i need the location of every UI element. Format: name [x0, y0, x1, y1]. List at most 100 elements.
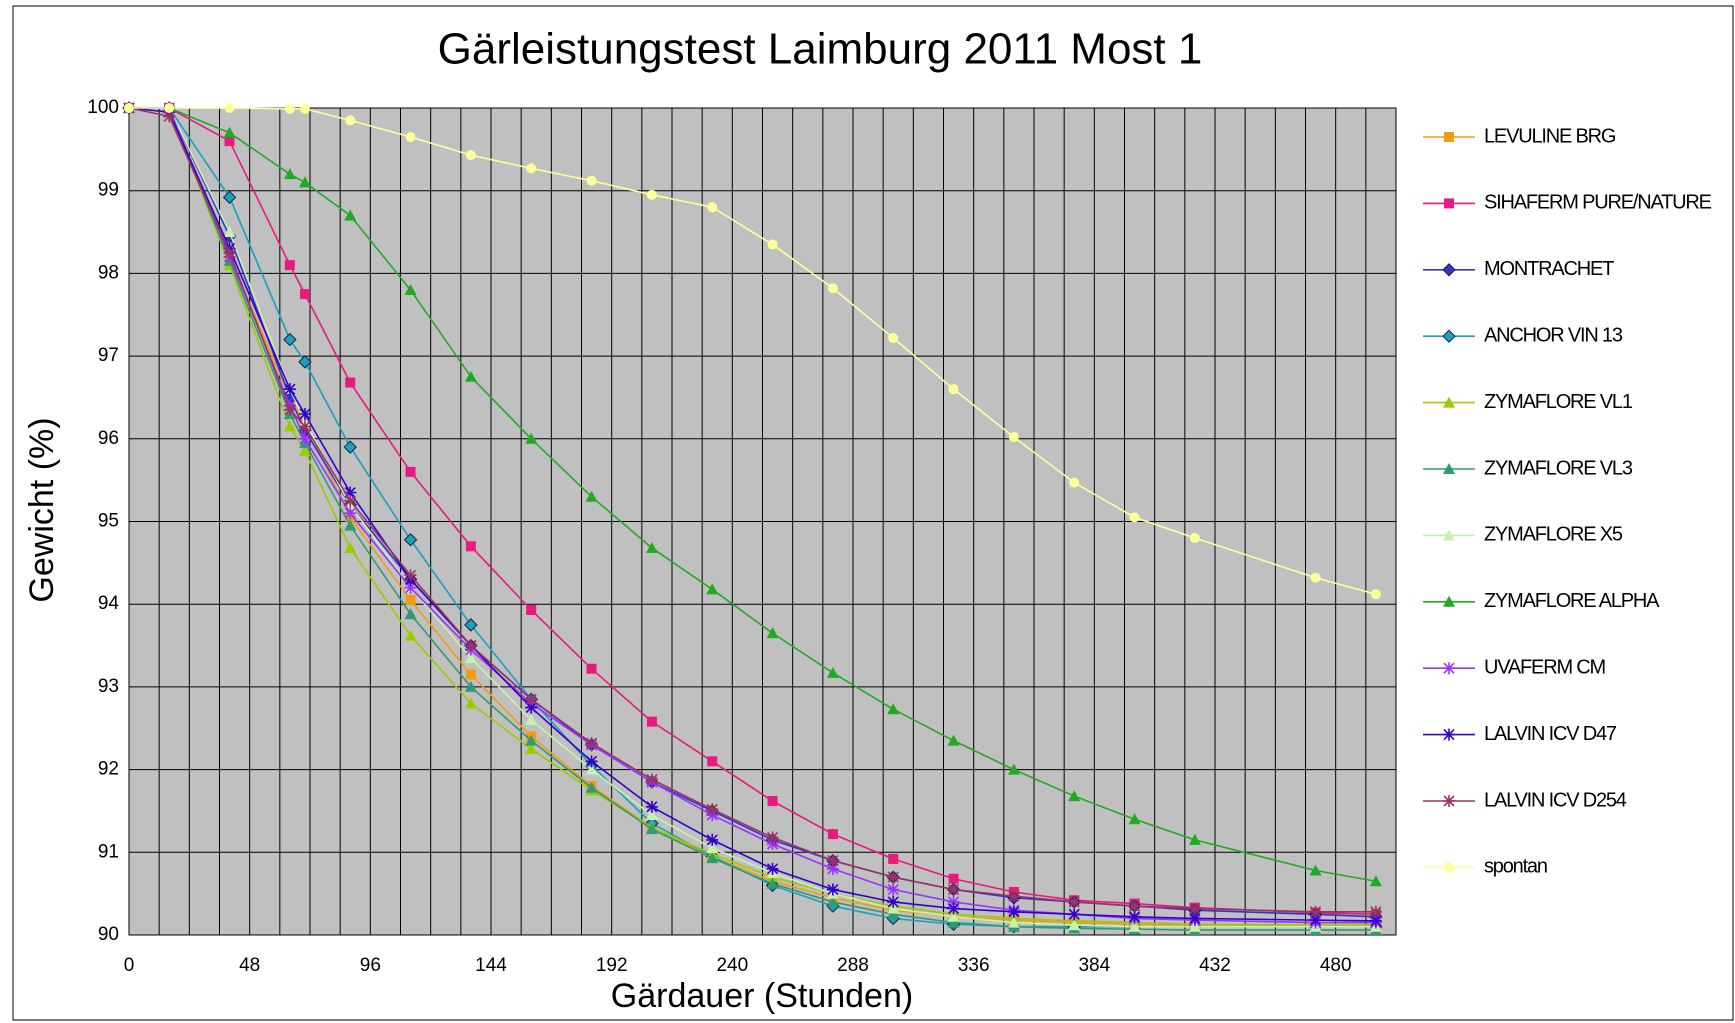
series — [124, 103, 1381, 600]
data-point — [405, 131, 416, 142]
series — [123, 102, 1382, 931]
data-point — [223, 126, 236, 138]
data-point — [887, 703, 900, 715]
x-tick-label: 192 — [596, 955, 628, 976]
data-point — [283, 403, 296, 416]
data-point — [645, 800, 658, 813]
data-point — [1188, 912, 1201, 925]
series-line — [129, 107, 1376, 931]
data-point — [298, 420, 311, 433]
data-point — [464, 370, 477, 382]
series-line — [129, 107, 1376, 926]
data-point — [888, 332, 899, 343]
legend-label: SIHAFERM PURE/NATURE — [1484, 192, 1712, 214]
data-point — [947, 734, 960, 746]
data-point — [404, 581, 417, 594]
data-point — [826, 895, 839, 907]
data-point — [283, 383, 296, 396]
data-point — [827, 829, 838, 840]
data-point — [163, 110, 176, 123]
data-point — [223, 226, 236, 238]
series — [123, 102, 1382, 918]
legend-label: ZYMAFLORE ALPHA — [1484, 590, 1660, 612]
data-point — [298, 432, 311, 445]
data-point — [404, 569, 417, 582]
data-point — [299, 103, 310, 114]
data-point — [1069, 477, 1080, 488]
data-point — [947, 883, 960, 896]
data-point — [948, 873, 959, 884]
data-point — [947, 902, 960, 915]
data-point — [1128, 910, 1141, 923]
x-tick-label: 144 — [475, 955, 507, 976]
y-tick-label: 97 — [98, 345, 119, 366]
data-point — [344, 519, 357, 531]
data-point — [1129, 512, 1140, 523]
data-point — [1369, 905, 1382, 918]
legend-label: ZYMAFLORE VL1 — [1484, 391, 1633, 413]
data-point — [948, 384, 959, 395]
y-tick-label: 100 — [87, 97, 119, 118]
data-point — [645, 823, 658, 835]
y-tick-label: 91 — [98, 841, 119, 862]
data-point — [404, 283, 417, 295]
data-point — [826, 666, 839, 678]
legend-label: LEVULINE BRG — [1484, 125, 1616, 147]
data-point — [947, 895, 960, 908]
data-point — [283, 420, 296, 432]
data-point — [887, 895, 900, 908]
legend-marker — [1443, 463, 1455, 474]
legend-marker — [1444, 862, 1454, 873]
data-point — [164, 103, 175, 113]
data-point — [1068, 908, 1081, 921]
legend-marker — [1443, 529, 1455, 541]
data-point — [1128, 813, 1141, 825]
legend-label: LALVIN ICV D254 — [1484, 789, 1627, 811]
data-point — [464, 680, 477, 692]
data-point — [887, 902, 900, 914]
x-tick-label: 240 — [716, 955, 748, 976]
data-point — [403, 532, 418, 547]
data-point — [345, 377, 356, 388]
x-axis-label: Gärdauer (Stunden) — [611, 977, 913, 1015]
x-tick-label: 384 — [1078, 955, 1110, 976]
data-point — [707, 202, 718, 213]
data-point — [706, 852, 719, 864]
series-line — [129, 107, 1377, 883]
x-tick-label: 288 — [837, 955, 869, 976]
x-tick-label: 480 — [1320, 955, 1352, 976]
data-point — [525, 432, 538, 444]
data-point — [464, 697, 477, 709]
y-tick-label: 96 — [98, 428, 119, 449]
legend-marker — [1443, 595, 1455, 607]
series-line — [129, 107, 1376, 916]
data-point — [284, 260, 295, 271]
y-tick-label: 98 — [98, 262, 119, 283]
legend-marker — [1442, 329, 1456, 343]
y-axis-label: Gewicht (%) — [23, 417, 61, 602]
series-line — [128, 107, 1376, 913]
data-point — [343, 440, 357, 454]
data-point — [298, 407, 311, 420]
chart-title: Gärleistungstest Laimburg 2011 Most 1 — [438, 25, 1203, 74]
data-point — [827, 283, 838, 294]
series-line — [129, 107, 1376, 924]
legend-label: ANCHOR VIN 13 — [1484, 324, 1623, 346]
data-point — [1189, 533, 1200, 544]
legend-marker — [1443, 795, 1455, 807]
data-point — [525, 713, 538, 725]
data-point — [706, 583, 719, 595]
data-point — [1128, 900, 1141, 913]
data-point — [1309, 914, 1322, 927]
data-point — [344, 507, 357, 520]
data-point — [1370, 589, 1381, 600]
data-point — [888, 853, 899, 864]
legend-label: ZYMAFLORE X5 — [1484, 524, 1623, 546]
data-point — [525, 734, 538, 746]
data-point — [887, 871, 900, 884]
y-tick-label: 92 — [98, 759, 119, 780]
data-point — [1128, 920, 1141, 932]
data-point — [767, 796, 778, 807]
legend-label: spontan — [1484, 856, 1547, 878]
